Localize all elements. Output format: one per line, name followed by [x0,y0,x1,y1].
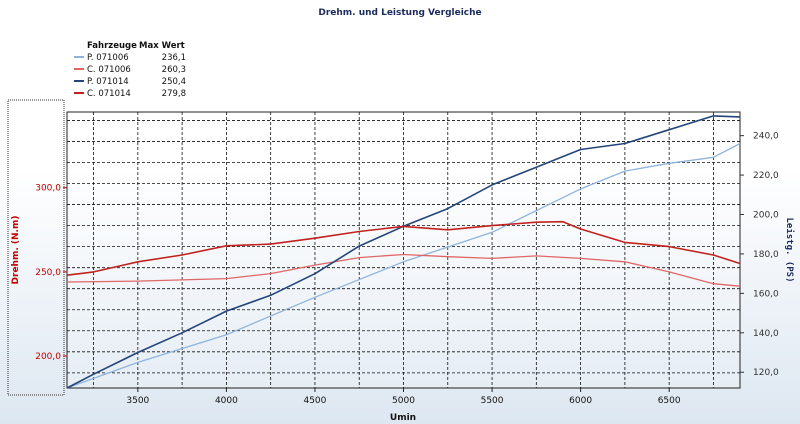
series-lines [66,115,741,389]
left-tick-label: 300,0 [35,184,61,194]
x-tick-label: 4000 [215,396,238,406]
x-tick-label: 4500 [303,396,326,406]
legend: Fahrzeuge Max Wert P. 071006 236,1 C. 0710… [74,41,186,99]
right-tick-label: 240,0 [753,132,779,142]
x-tick-label: 6000 [569,396,592,406]
x-axis-label: Umin [390,413,416,423]
legend-series-name: P. 071006 [87,53,129,63]
right-tick-label: 160,0 [753,289,779,299]
right-tick-label: 120,0 [753,368,779,378]
right-tick-label: 140,0 [753,329,779,339]
left-axis-frame [7,99,65,396]
series-line-c-071014 [66,220,741,276]
legend-series-max: 236,1 [162,53,186,63]
legend-series-max: 279,8 [162,89,186,99]
left-axis-ticks: 200,0 250,0 300,0 [35,184,67,362]
legend-series-name: C. 071006 [87,65,131,75]
legend-header-max-value: Max Wert [139,41,185,51]
x-axis-ticks: 3500 4000 4500 5000 5500 6000 6500 [126,388,681,406]
chart-title: Drehm. und Leistung Vergleiche [318,8,481,18]
right-tick-label: 200,0 [753,211,779,221]
right-tick-label: 220,0 [753,171,779,181]
legend-header-vehicles: Fahrzeuge [87,41,137,51]
legend-series-name: P. 071014 [87,77,129,87]
x-tick-label: 5500 [481,396,504,406]
legend-series-max: 250,4 [162,77,186,87]
series-line-p-071006 [66,142,741,389]
legend-series-name: C. 071014 [87,89,131,99]
right-axis-ticks: 120,0 140,0 160,0 180,0 200,0 220,0 240,0 [740,132,779,378]
x-tick-label: 6500 [658,396,681,406]
x-tick-label: 5000 [392,396,415,406]
left-axis-label: Drehm. (N.m) [11,216,21,285]
left-tick-label: 200,0 [35,352,61,362]
left-tick-label: 250,0 [35,268,61,278]
series-line-c-071006 [66,253,741,287]
grid [67,112,740,388]
x-tick-label: 3500 [126,396,149,406]
right-tick-label: 180,0 [753,250,779,260]
right-axis-label: Leistg. (PS) [784,217,795,282]
legend-series-max: 260,3 [162,65,186,75]
